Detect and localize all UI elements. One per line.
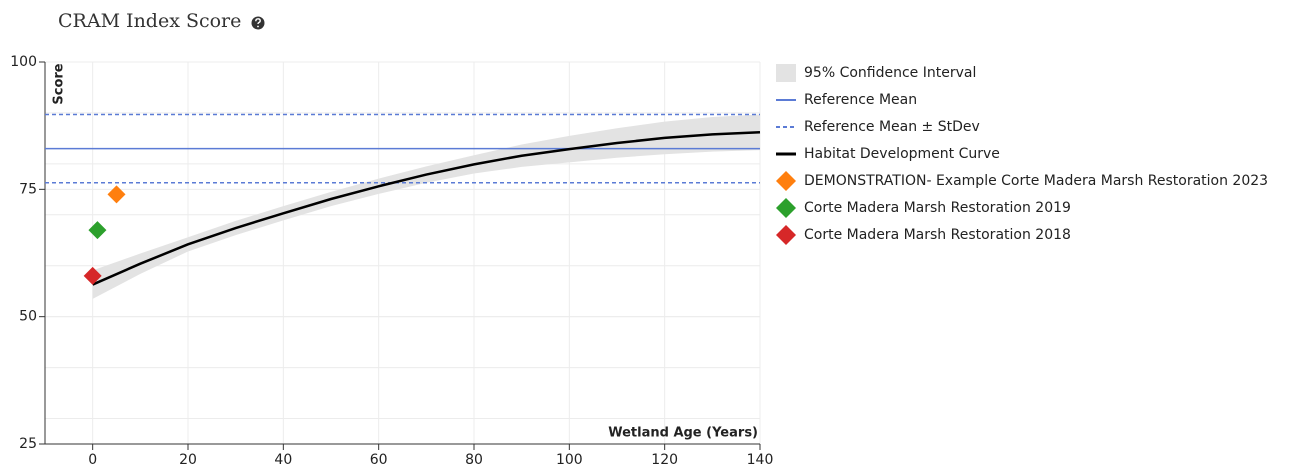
y-tick-label: 50 xyxy=(19,309,37,325)
x-tick-label: 0 xyxy=(88,452,97,468)
x-tick-label: 140 xyxy=(747,452,774,468)
y-tick-label: 100 xyxy=(10,54,37,70)
development-curve xyxy=(92,131,761,286)
data-point xyxy=(107,185,126,204)
legend-label: DEMONSTRATION- Example Corte Madera Mars… xyxy=(804,173,1268,189)
y-axis-title: Score xyxy=(52,63,67,104)
x-tick-label: 120 xyxy=(651,452,678,468)
help-icon[interactable] xyxy=(251,16,265,30)
legend-swatch xyxy=(776,171,796,191)
help-icon-dot xyxy=(257,25,259,28)
help-icon-glyph xyxy=(255,18,261,25)
x-tick-label: 20 xyxy=(179,452,197,468)
y-tick-label: 75 xyxy=(19,181,37,197)
data-point xyxy=(83,266,102,285)
legend-label: Habitat Development Curve xyxy=(804,146,1000,162)
legend-label: Corte Madera Marsh Restoration 2018 xyxy=(804,227,1071,243)
x-tick-label: 100 xyxy=(556,452,583,468)
x-tick-label: 60 xyxy=(370,452,388,468)
chart-title: CRAM Index Score xyxy=(58,10,241,32)
confidence-band xyxy=(92,114,760,299)
legend-label: Reference Mean ± StDev xyxy=(804,119,980,135)
y-tick-label: 25 xyxy=(19,436,37,452)
legend-label: Reference Mean xyxy=(804,92,917,108)
legend-swatch xyxy=(776,64,796,82)
x-axis-title: Wetland Age (Years) xyxy=(608,426,758,441)
x-tick-label: 40 xyxy=(274,452,292,468)
x-tick-label: 80 xyxy=(465,452,483,468)
data-point xyxy=(88,221,107,240)
legend-swatch xyxy=(776,198,796,218)
legend-label: 95% Confidence Interval xyxy=(804,65,976,81)
legend-swatch xyxy=(776,225,796,245)
legend-label: Corte Madera Marsh Restoration 2019 xyxy=(804,200,1071,216)
